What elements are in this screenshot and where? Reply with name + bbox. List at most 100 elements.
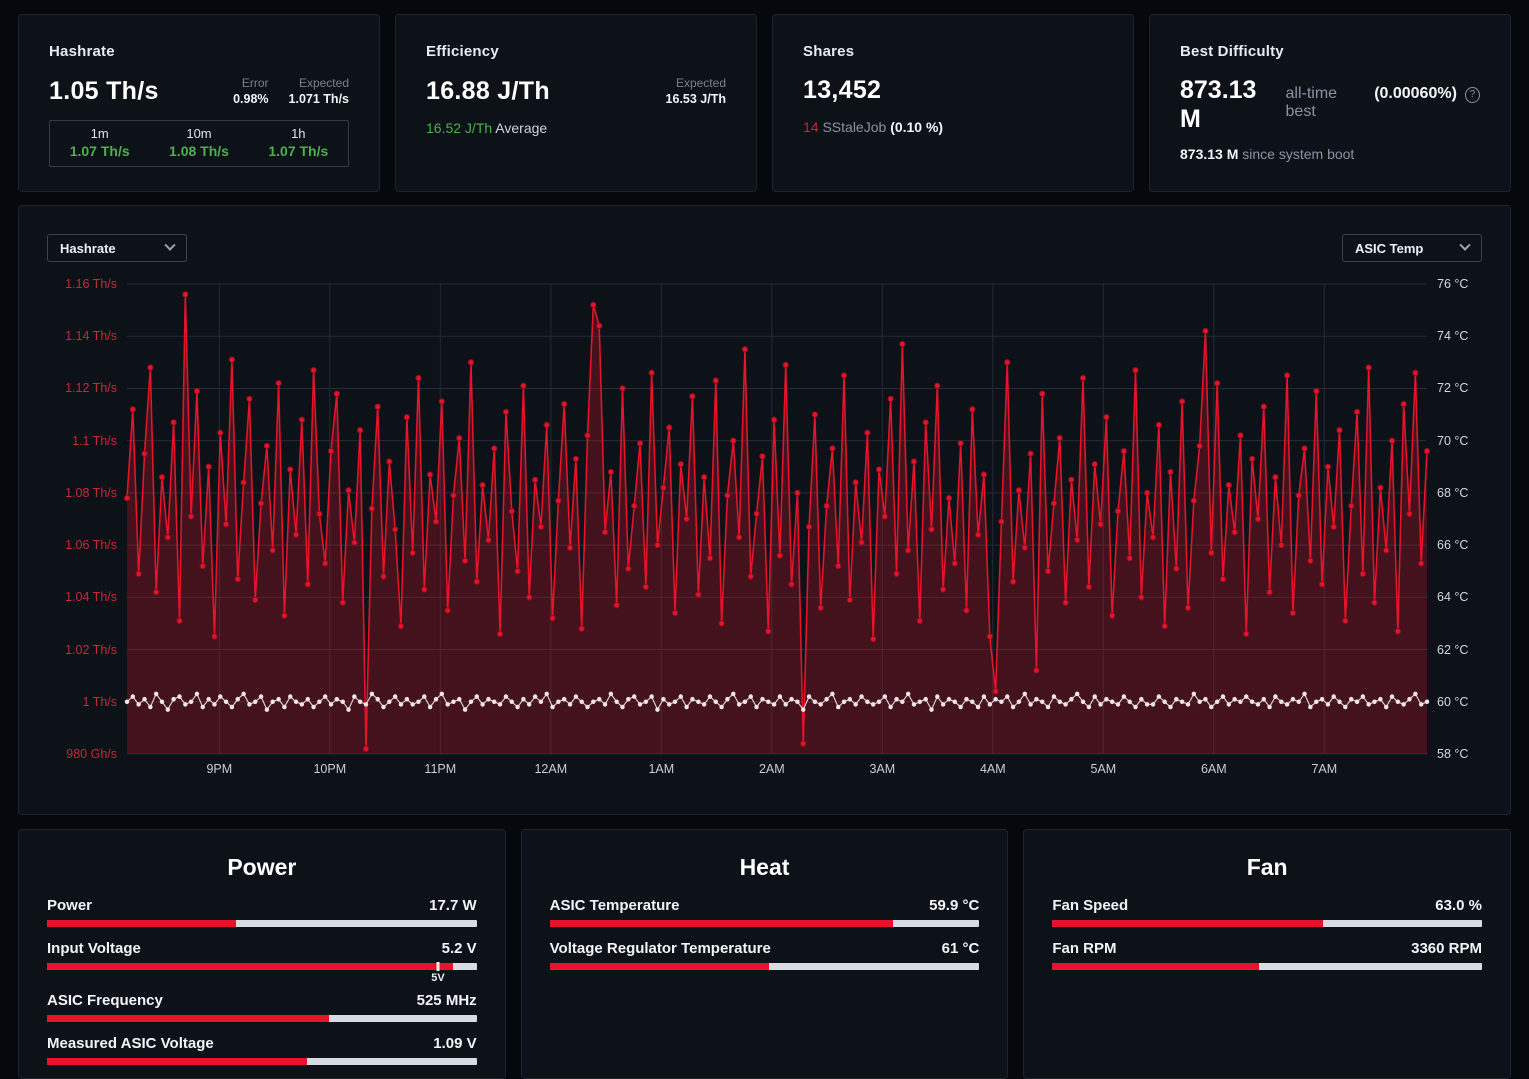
input-voltage-bar: 5V (47, 963, 477, 970)
period-label: 10m (149, 126, 248, 141)
hashrate-temp-chart (127, 284, 1427, 754)
left-axis-tick-label: 1.06 Th/s (65, 538, 117, 552)
hashrate-expected-value: 1.071 Th/s (289, 92, 349, 106)
shares-rejected-reason: SStaleJob (822, 119, 886, 135)
input-voltage-label: Input Voltage (47, 940, 141, 957)
asic-temperature-value: 59.9 °C (929, 897, 979, 914)
left-axis-tick-label: 980 Gh/s (66, 747, 117, 761)
efficiency-average-line: 16.52 J/Th Average (426, 120, 726, 136)
left-axis-tick-label: 1.12 Th/s (65, 381, 117, 395)
chevron-down-icon (164, 240, 175, 251)
left-axis-tick-label: 1.02 Th/s (65, 643, 117, 657)
best-difficulty-boot-value: 873.13 M (1180, 146, 1238, 162)
dashboard: Hashrate 1.05 Th/s Error 0.98% Expected … (0, 0, 1529, 1079)
right-axis-tick-label: 72 °C (1437, 381, 1468, 395)
x-axis-tick-label: 1AM (648, 762, 674, 776)
shares-value: 13,452 (803, 76, 881, 105)
vr-temperature-bar (550, 963, 980, 970)
x-axis-tick-label: 11PM (424, 762, 456, 776)
best-difficulty-value: 873.13 M (1180, 76, 1278, 134)
right-series-select[interactable]: ASIC Temp (1342, 234, 1482, 262)
period-value: 1.07 Th/s (249, 143, 348, 159)
x-axis-tick-label: 6AM (1201, 762, 1227, 776)
input-voltage-row: Input Voltage 5.2 V 5V (47, 940, 477, 970)
vr-temperature-value: 61 °C (942, 940, 980, 957)
period-label: 1m (50, 126, 149, 141)
vr-temperature-label: Voltage Regulator Temperature (550, 940, 771, 957)
help-icon[interactable]: ? (1465, 87, 1480, 103)
fan-rpm-row: Fan RPM 3360 RPM (1052, 940, 1482, 970)
x-axis-tick-label: 9PM (206, 762, 232, 776)
x-axis-tick-label: 10PM (313, 762, 346, 776)
fan-rpm-value: 3360 RPM (1411, 940, 1482, 957)
efficiency-value: 16.88 J/Th (426, 77, 550, 106)
asic-temperature-bar (550, 920, 980, 927)
hashrate-period-1h: 1h 1.07 Th/s (249, 126, 348, 159)
x-axis-tick-label: 3AM (869, 762, 895, 776)
stat-card-row: Hashrate 1.05 Th/s Error 0.98% Expected … (18, 14, 1511, 192)
fan-rpm-label: Fan RPM (1052, 940, 1116, 957)
left-y-axis: 1.16 Th/s1.14 Th/s1.12 Th/s1.1 Th/s1.08 … (47, 284, 127, 754)
fan-card-title: Fan (1052, 854, 1482, 881)
right-axis-tick-label: 58 °C (1437, 747, 1468, 761)
fan-speed-bar (1052, 920, 1482, 927)
x-axis-tick-label: 2AM (759, 762, 785, 776)
power-card-title: Power (47, 854, 477, 881)
hashrate-card: Hashrate 1.05 Th/s Error 0.98% Expected … (18, 14, 380, 192)
best-difficulty-card: Best Difficulty 873.13 M all-time best (… (1149, 14, 1511, 192)
asic-frequency-row: ASIC Frequency 525 MHz (47, 992, 477, 1022)
heat-card: Heat ASIC Temperature 59.9 °C Voltage Re… (521, 829, 1009, 1079)
efficiency-expected-value: 16.53 J/Th (666, 92, 726, 106)
period-value: 1.08 Th/s (149, 143, 248, 159)
right-series-select-label: ASIC Temp (1355, 241, 1423, 256)
right-axis-tick-label: 60 °C (1437, 695, 1468, 709)
meter-card-row: Power Power 17.7 W Input Voltage 5.2 V (18, 829, 1511, 1069)
efficiency-expected-label: Expected (676, 76, 726, 90)
left-axis-tick-label: 1.08 Th/s (65, 486, 117, 500)
efficiency-card-title: Efficiency (426, 43, 726, 60)
x-axis: 9PM10PM11PM12AM1AM2AM3AM4AM5AM6AM7AM (127, 754, 1427, 792)
x-axis-tick-label: 4AM (980, 762, 1006, 776)
right-axis-tick-label: 62 °C (1437, 643, 1468, 657)
hashrate-period-1m: 1m 1.07 Th/s (50, 126, 149, 159)
vr-temperature-row: Voltage Regulator Temperature 61 °C (550, 940, 980, 970)
hashrate-period-10m: 10m 1.08 Th/s (149, 126, 248, 159)
efficiency-average-value: 16.52 J/Th (426, 120, 492, 136)
left-axis-tick-label: 1.14 Th/s (65, 329, 117, 343)
fan-card: Fan Fan Speed 63.0 % Fan RPM 3360 RPM (1023, 829, 1511, 1079)
measured-asic-voltage-bar (47, 1058, 477, 1065)
efficiency-average-label: Average (495, 120, 547, 136)
heat-card-title: Heat (550, 854, 980, 881)
power-value: 17.7 W (429, 897, 477, 914)
best-difficulty-boot-line: 873.13 M since system boot (1180, 146, 1480, 162)
x-axis-tick-label: 7AM (1311, 762, 1337, 776)
left-series-select[interactable]: Hashrate (47, 234, 187, 262)
hashrate-error-label: Error (242, 76, 269, 90)
asic-temperature-row: ASIC Temperature 59.9 °C (550, 897, 980, 927)
asic-frequency-bar (47, 1015, 477, 1022)
left-axis-tick-label: 1.04 Th/s (65, 590, 117, 604)
chart-plot-area[interactable]: 9PM10PM11PM12AM1AM2AM3AM4AM5AM6AM7AM (127, 284, 1427, 754)
shares-rejected-line: 14 SStaleJob (0.10 %) (803, 119, 1103, 135)
fan-speed-value: 63.0 % (1435, 897, 1482, 914)
shares-rejected-pct: (0.10 %) (890, 119, 943, 135)
power-bar (47, 920, 477, 927)
fan-speed-label: Fan Speed (1052, 897, 1128, 914)
shares-card-title: Shares (803, 43, 1103, 60)
hashrate-value: 1.05 Th/s (49, 77, 159, 106)
x-axis-tick-label: 5AM (1090, 762, 1116, 776)
fan-rpm-bar (1052, 963, 1482, 970)
power-card: Power Power 17.7 W Input Voltage 5.2 V (18, 829, 506, 1079)
hashrate-error-value: 0.98% (233, 92, 268, 106)
right-axis-tick-label: 76 °C (1437, 277, 1468, 291)
shares-card: Shares 13,452 14 SStaleJob (0.10 %) (772, 14, 1134, 192)
right-y-axis: 76 °C74 °C72 °C70 °C68 °C66 °C64 °C62 °C… (1427, 284, 1482, 754)
nominal-voltage-note: 5V (431, 972, 444, 984)
power-row: Power 17.7 W (47, 897, 477, 927)
input-voltage-value: 5.2 V (442, 940, 477, 957)
best-difficulty-card-title: Best Difficulty (1180, 43, 1480, 60)
period-value: 1.07 Th/s (50, 143, 149, 159)
asic-frequency-label: ASIC Frequency (47, 992, 163, 1009)
asic-temperature-label: ASIC Temperature (550, 897, 680, 914)
right-axis-tick-label: 70 °C (1437, 434, 1468, 448)
